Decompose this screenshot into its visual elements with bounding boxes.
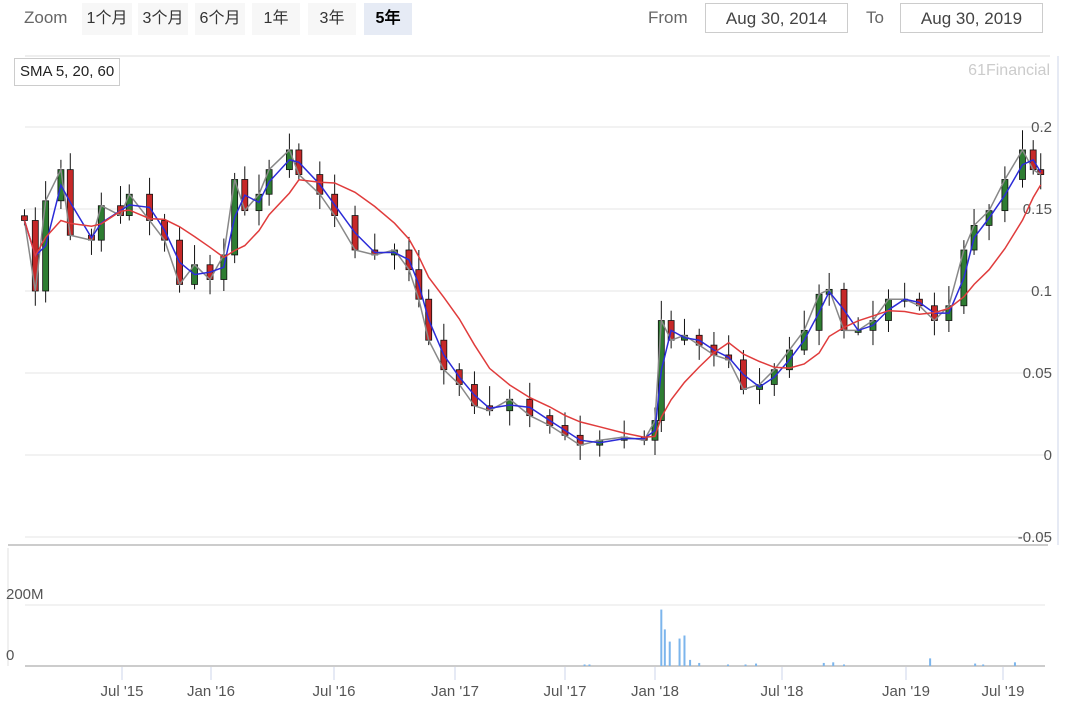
volume-bar [698,662,701,666]
volume-bar [588,664,591,666]
volume-bar [843,664,845,666]
candle-body [21,215,28,221]
volume-bar [832,662,835,666]
from-date-input[interactable]: Aug 30, 2014 [705,3,848,33]
volume-bar [663,629,666,666]
volume-bar [660,609,663,666]
price-tick-label: 0 [1044,447,1052,464]
volume-bar [668,641,671,666]
x-tick-label: Jan '19 [882,683,930,700]
indicator-label: SMA 5, 20, 60 [14,58,121,86]
volume-tick-label: 0 [6,647,14,664]
x-tick-label: Jan '16 [187,683,235,700]
x-tick-label: Jul '15 [101,683,144,700]
sma-60-line [23,179,1042,438]
volume-bar [689,659,692,666]
price-tick-label: 0.2 [1031,119,1052,136]
to-date-input[interactable]: Aug 30, 2019 [900,3,1043,33]
volume-bar [678,638,681,666]
volume-bar [583,664,586,666]
price-tick-label: 0.05 [1023,365,1052,382]
volume-bar [1013,662,1016,666]
x-tick-label: Jan '18 [631,683,679,700]
volume-tick-label: 200M [6,586,44,603]
zoom-label: Zoom [24,8,68,27]
price-tick-label: -0.05 [1018,529,1052,546]
credit-text: 61Financial [968,62,1050,79]
zoom-3-year-button[interactable]: 3年 [308,3,356,35]
zoom-1-year-button[interactable]: 1年 [252,3,300,35]
zoom-3-month-button[interactable]: 3个月 [138,3,188,35]
volume-bar [744,664,747,666]
x-tick-label: Jul '18 [761,683,804,700]
price-tick-label: 0.1 [1031,283,1052,300]
zoom-1-month-button[interactable]: 1个月 [82,3,132,35]
x-tick-label: Jan '17 [431,683,479,700]
volume-bar [929,658,932,666]
volume-bar [974,663,977,666]
volume-bar [755,663,758,666]
zoom-6-month-button[interactable]: 6个月 [195,3,245,35]
zoom-5-year-button[interactable]: 5年 [364,3,412,35]
volume-bar [822,662,825,666]
from-label: From [648,8,688,27]
volume-bar [982,664,985,666]
x-tick-label: Jul '19 [982,683,1025,700]
volume-bar [683,635,686,666]
x-tick-label: Jul '17 [544,683,587,700]
to-label: To [866,8,884,27]
x-tick-label: Jul '16 [313,683,356,700]
volume-bar [726,664,729,666]
sma-20-line [23,158,1042,444]
sma-5-line [23,148,1042,447]
